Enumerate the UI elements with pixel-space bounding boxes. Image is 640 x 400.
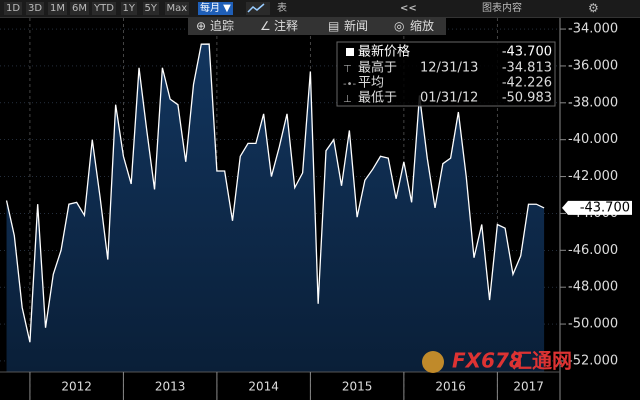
y-tick-label: -34.000 xyxy=(568,22,618,37)
watermark-logo xyxy=(422,351,444,373)
range-button[interactable]: 6M xyxy=(70,2,89,15)
x-tick-label: 2014 xyxy=(248,380,279,394)
y-tick-label: -46.000 xyxy=(568,243,618,258)
area-fill xyxy=(6,44,545,373)
tools-bar: ⊕ 追踪 ∠ 注释 ▤ 新闻 ◎ 缩放 xyxy=(188,18,446,35)
y-tick-label: -52.000 xyxy=(568,353,618,368)
range-button[interactable]: 1Y xyxy=(120,2,137,15)
y-tick-label: -50.000 xyxy=(568,317,618,332)
tool-icon: ⊕ xyxy=(196,19,207,33)
watermark-brand: FX678 xyxy=(452,349,523,373)
x-tick-label: 2017 xyxy=(513,380,544,394)
track-button[interactable]: 追踪 xyxy=(210,19,235,33)
chart-icon xyxy=(247,3,265,13)
chart-type-button[interactable] xyxy=(246,2,270,15)
watermark-name: 汇通网 xyxy=(512,349,572,373)
legend-box xyxy=(336,41,556,107)
collapse-button[interactable]: << xyxy=(400,3,417,14)
price-tag-label: -43.700 xyxy=(580,200,630,215)
news-button[interactable]: 新闻 xyxy=(344,19,369,33)
legend-label: 最新价格 xyxy=(358,44,410,60)
y-tick-label: -42.000 xyxy=(568,169,618,184)
range-button[interactable]: Max xyxy=(164,2,190,15)
legend-value: -43.700 xyxy=(502,45,552,60)
legend-date: 01/31/12 xyxy=(420,91,478,106)
legend-value: -42.226 xyxy=(502,76,552,91)
legend-icon: -•- xyxy=(343,79,357,90)
settings-button[interactable]: ⚙ xyxy=(588,1,599,15)
tool-icon: ◎ xyxy=(394,19,405,33)
legend-icon: ⊥ xyxy=(343,94,352,105)
zoom-button[interactable]: 缩放 xyxy=(410,19,435,33)
range-button[interactable]: YTD xyxy=(92,2,116,15)
price-tag xyxy=(562,200,632,215)
legend-value: -50.983 xyxy=(502,91,552,106)
legend-date: 12/31/13 xyxy=(420,61,478,76)
annotate-button[interactable]: 注释 xyxy=(274,19,299,33)
legend-swatch xyxy=(346,48,354,56)
y-tick-label: -36.000 xyxy=(568,58,618,73)
line xyxy=(5,43,545,343)
tool-icon: ▤ xyxy=(328,19,340,33)
range-button[interactable]: 1M xyxy=(48,2,67,15)
tool-icon: ∠ xyxy=(260,19,271,33)
toolbar: 1D 3D 1M 6M YTD 1Y 5Y Max 每月 ▼ 表 << 图表内容 ⚙ xyxy=(0,0,640,18)
y-tick-label: -38.000 xyxy=(568,95,618,110)
legend-value: -34.813 xyxy=(502,61,552,76)
legend-icon: ⊤ xyxy=(343,64,352,75)
x-tick-label: 2016 xyxy=(435,380,466,394)
y-tick-label: -48.000 xyxy=(568,280,618,295)
legend-label: 最高于 xyxy=(358,60,397,76)
range-button[interactable]: 1D xyxy=(4,2,23,15)
legend-label: 最低于 xyxy=(358,91,397,106)
x-tick-label: 2012 xyxy=(61,380,92,394)
range-button[interactable]: 3D xyxy=(26,2,45,15)
frequency-select[interactable]: 每月 ▼ xyxy=(198,2,233,15)
chart-contents-button[interactable]: 图表内容 xyxy=(482,3,522,14)
x-tick-label: 2013 xyxy=(155,380,186,394)
range-button[interactable]: 5Y xyxy=(142,2,159,15)
table-button[interactable]: 表 xyxy=(277,3,287,14)
x-tick-label: 2015 xyxy=(342,380,373,394)
legend-label: 平均 xyxy=(358,76,384,91)
y-tick-label: -40.000 xyxy=(568,132,618,147)
